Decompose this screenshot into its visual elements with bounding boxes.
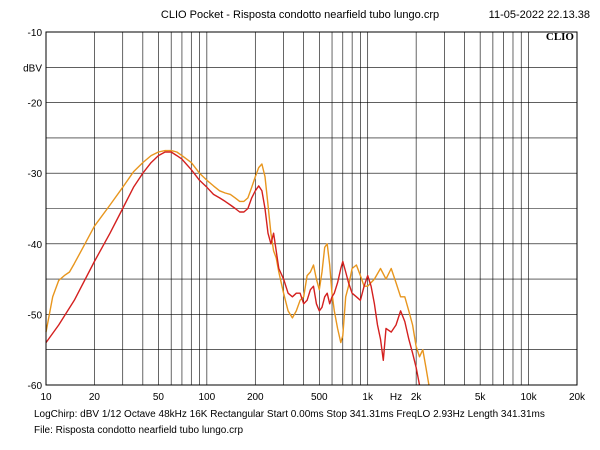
plot-frame [45, 31, 578, 386]
measurement-settings: LogChirp: dBV 1/12 Octave 48kHz 16K Rect… [34, 409, 545, 420]
y-axis-unit-label: dBV [23, 63, 42, 74]
clio-brand-label: CLIO [546, 31, 575, 43]
chart-title: CLIO Pocket - Risposta condotto nearfiel… [160, 9, 440, 21]
x-tick-label: 10k [521, 392, 538, 403]
y-tick-label: -40 [28, 240, 43, 251]
file-name: File: Risposta condotto nearfield tubo l… [34, 425, 244, 436]
timestamp: 11-05-2022 22.13.38 [488, 9, 590, 21]
x-tick-label: 10 [40, 392, 52, 403]
y-tick-label: -60 [28, 381, 43, 392]
x-axis-unit-label: Hz [390, 392, 402, 403]
response-curve-1 [45, 149, 430, 386]
x-tick-label: 50 [153, 392, 165, 403]
x-tick-label: 5k [475, 392, 487, 403]
response-curve-2 [45, 151, 421, 386]
y-tick-label: -10 [28, 28, 43, 39]
x-tick-label: 100 [199, 392, 216, 403]
y-tick-label: -30 [28, 169, 43, 180]
y-tick-label: -20 [28, 99, 43, 110]
x-tick-label: 2k [411, 392, 423, 403]
x-tick-label: 200 [247, 392, 264, 403]
y-tick-label: -50 [28, 310, 43, 321]
x-tick-label: 500 [311, 392, 328, 403]
x-tick-label: 20k [569, 392, 586, 403]
x-tick-label: 20 [89, 392, 101, 403]
x-tick-label: 1k [362, 392, 374, 403]
